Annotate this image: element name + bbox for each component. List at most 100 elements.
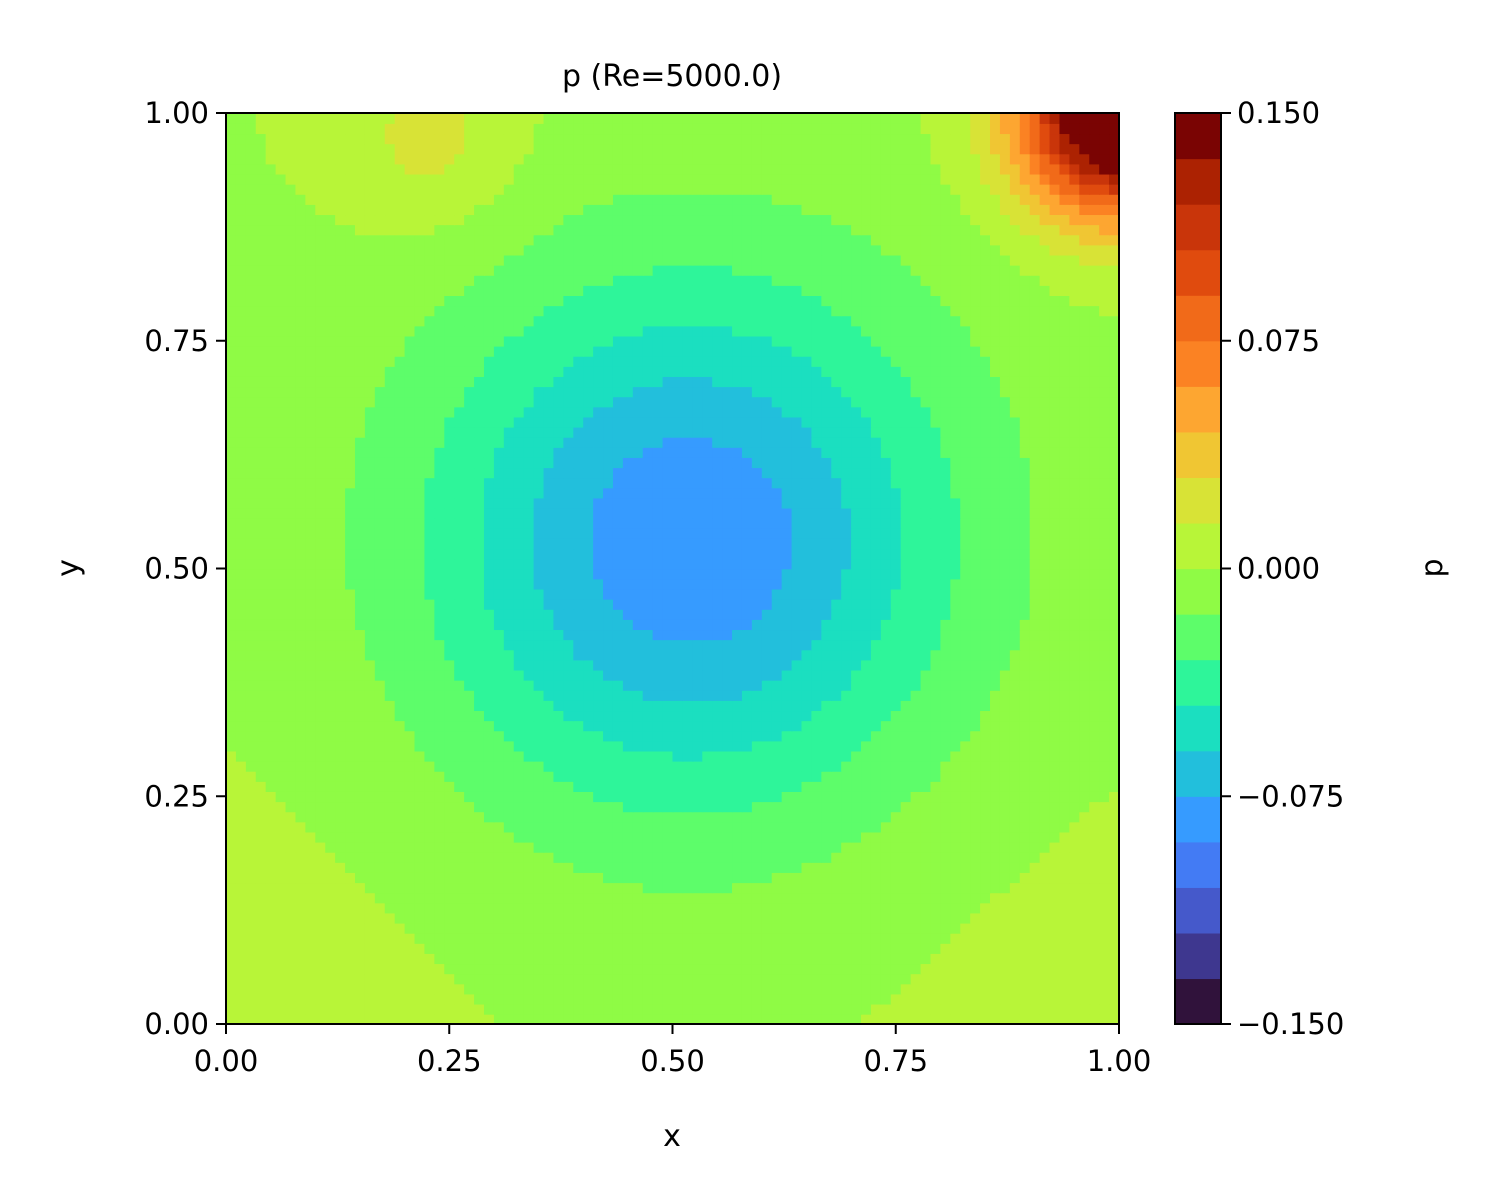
heatmap-cell — [315, 517, 327, 529]
heatmap-cell — [672, 538, 684, 550]
heatmap-cell — [801, 872, 813, 884]
heatmap-cell — [404, 528, 416, 539]
heatmap-cell — [325, 608, 336, 620]
heatmap-cell — [870, 649, 882, 661]
heatmap-cell — [414, 841, 426, 853]
heatmap-cell — [1069, 973, 1081, 985]
heatmap-cell — [523, 558, 535, 570]
heatmap-cell — [1089, 983, 1100, 995]
heatmap-cell — [851, 851, 862, 863]
heatmap-cell — [265, 629, 277, 641]
heatmap-cell — [285, 932, 297, 944]
heatmap-cell — [900, 963, 912, 975]
heatmap-cell — [880, 497, 892, 509]
heatmap-cell — [335, 831, 346, 843]
heatmap-cell — [1019, 801, 1031, 813]
heatmap-cell — [305, 528, 317, 539]
heatmap-cell — [642, 639, 654, 651]
heatmap-cell — [503, 669, 515, 681]
heatmap-cell — [325, 963, 336, 975]
heatmap-cell — [732, 953, 743, 965]
heatmap-cell — [692, 993, 704, 1005]
heatmap-cell — [1069, 811, 1081, 823]
heatmap-cell — [970, 973, 981, 985]
heatmap-cell — [563, 548, 575, 560]
heatmap-cell — [325, 770, 336, 782]
heatmap-cell — [900, 588, 912, 600]
heatmap-cell — [642, 730, 654, 742]
heatmap-cell — [305, 598, 317, 610]
heatmap-cell — [652, 1013, 664, 1024]
heatmap-cell — [493, 710, 505, 722]
heatmap-cell — [861, 669, 872, 681]
heatmap-cell — [503, 882, 515, 894]
heatmap-cell — [354, 811, 366, 823]
heatmap-cell — [464, 487, 475, 499]
heatmap-cell — [1059, 781, 1071, 792]
heatmap-cell — [761, 892, 773, 904]
heatmap-cell — [821, 619, 833, 631]
heatmap-cell — [235, 578, 247, 590]
heatmap-cell — [970, 912, 981, 924]
heatmap-cell — [275, 851, 287, 863]
heatmap-cell — [632, 862, 644, 873]
heatmap-cell — [672, 487, 684, 499]
heatmap-cell — [424, 892, 436, 904]
heatmap-cell — [394, 619, 406, 631]
heatmap-cell — [692, 801, 704, 813]
heatmap-cell — [354, 1013, 366, 1024]
heatmap-cell — [1089, 862, 1100, 873]
heatmap-cell — [315, 943, 327, 954]
heatmap-cell — [831, 872, 842, 884]
heatmap-cell — [990, 892, 1001, 904]
heatmap-cell — [275, 912, 287, 924]
heatmap-cell — [285, 943, 297, 954]
heatmap-cell — [702, 517, 713, 529]
heatmap-cell — [970, 558, 981, 570]
heatmap-cell — [900, 538, 912, 550]
heatmap-cell — [583, 862, 594, 873]
heatmap-cell — [950, 902, 962, 914]
heatmap-cell — [305, 558, 317, 570]
heatmap-cell — [622, 1013, 634, 1024]
heatmap-cell — [970, 477, 981, 489]
heatmap-cell — [583, 760, 594, 772]
heatmap-cell — [335, 770, 346, 782]
heatmap-cell — [841, 679, 852, 691]
heatmap-cell — [384, 477, 396, 489]
heatmap-cell — [741, 922, 753, 934]
heatmap-cell — [483, 538, 495, 550]
heatmap-cell — [771, 993, 783, 1005]
heatmap-cell — [861, 963, 872, 975]
heatmap-cell — [404, 993, 416, 1005]
heatmap-cell — [354, 983, 366, 995]
heatmap-cell — [781, 578, 793, 590]
heatmap-cell — [553, 588, 565, 600]
heatmap-cell — [404, 821, 416, 833]
heatmap-cell — [722, 467, 733, 479]
heatmap-cell — [563, 730, 575, 742]
heatmap-cell — [295, 568, 307, 580]
heatmap-cell — [394, 629, 406, 641]
heatmap-cell — [464, 517, 475, 529]
heatmap-cell — [1099, 659, 1110, 671]
heatmap-cell — [672, 983, 684, 995]
heatmap-cell — [414, 608, 426, 620]
heatmap-cell — [622, 872, 634, 884]
heatmap-cell — [493, 517, 505, 529]
heatmap-cell — [444, 528, 456, 539]
heatmap-cell — [493, 862, 505, 873]
heatmap-cell — [999, 487, 1011, 499]
heatmap-cell — [732, 467, 743, 479]
heatmap-cell — [1109, 750, 1119, 762]
heatmap-cell — [950, 629, 962, 641]
heatmap-cell — [1069, 730, 1081, 742]
heatmap-cell — [1019, 902, 1031, 914]
heatmap-cell — [404, 791, 416, 803]
heatmap-cell — [593, 993, 604, 1005]
heatmap-cell — [831, 619, 842, 631]
heatmap-cell — [1029, 619, 1041, 631]
heatmap-cell — [672, 963, 684, 975]
heatmap-cell — [870, 902, 882, 914]
heatmap-cell — [573, 872, 584, 884]
